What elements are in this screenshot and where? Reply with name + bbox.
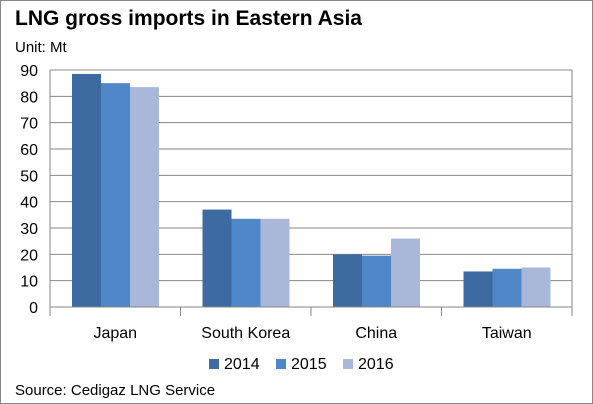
x-tick-label: South Korea [201, 325, 290, 342]
legend-swatch [209, 359, 219, 369]
bar-2015 [101, 83, 130, 308]
bar-2015 [231, 218, 261, 307]
y-tick-label: 90 [20, 63, 38, 80]
y-tick-label: 20 [20, 247, 38, 264]
y-tick-label: 0 [29, 300, 38, 317]
x-tick-label: Taiwan [482, 325, 532, 342]
bar-2014 [463, 271, 493, 307]
source-note: Source: Cedigaz LNG Service [15, 382, 216, 399]
legend-label: 2014 [224, 356, 260, 373]
unit-label: Unit: Mt [15, 39, 67, 56]
legend-label: 2016 [358, 356, 394, 373]
bar-2015 [492, 268, 522, 307]
y-tick-label: 70 [20, 116, 38, 133]
y-tick-label: 40 [20, 195, 38, 212]
x-tick-label: Japan [93, 325, 137, 342]
bar-2016 [130, 87, 159, 307]
y-tick-label: 50 [20, 168, 38, 185]
y-tick-label: 60 [20, 142, 38, 159]
bar-2016 [521, 267, 551, 307]
legend-label: 2015 [291, 356, 327, 373]
legend-swatch [276, 359, 286, 369]
legend-swatch [343, 359, 353, 369]
y-tick-label: 80 [20, 89, 38, 106]
y-tick-label: 10 [20, 274, 38, 291]
x-tick-label: China [355, 325, 397, 342]
bar-2016 [391, 238, 420, 307]
bar-2014 [72, 73, 101, 307]
bar-2014 [202, 209, 232, 307]
bar-2014 [333, 254, 362, 307]
chart-title: LNG gross imports in Eastern Asia [15, 7, 362, 30]
y-tick-label: 30 [20, 221, 38, 238]
bar-2016 [260, 218, 290, 307]
bar-2015 [362, 255, 391, 307]
